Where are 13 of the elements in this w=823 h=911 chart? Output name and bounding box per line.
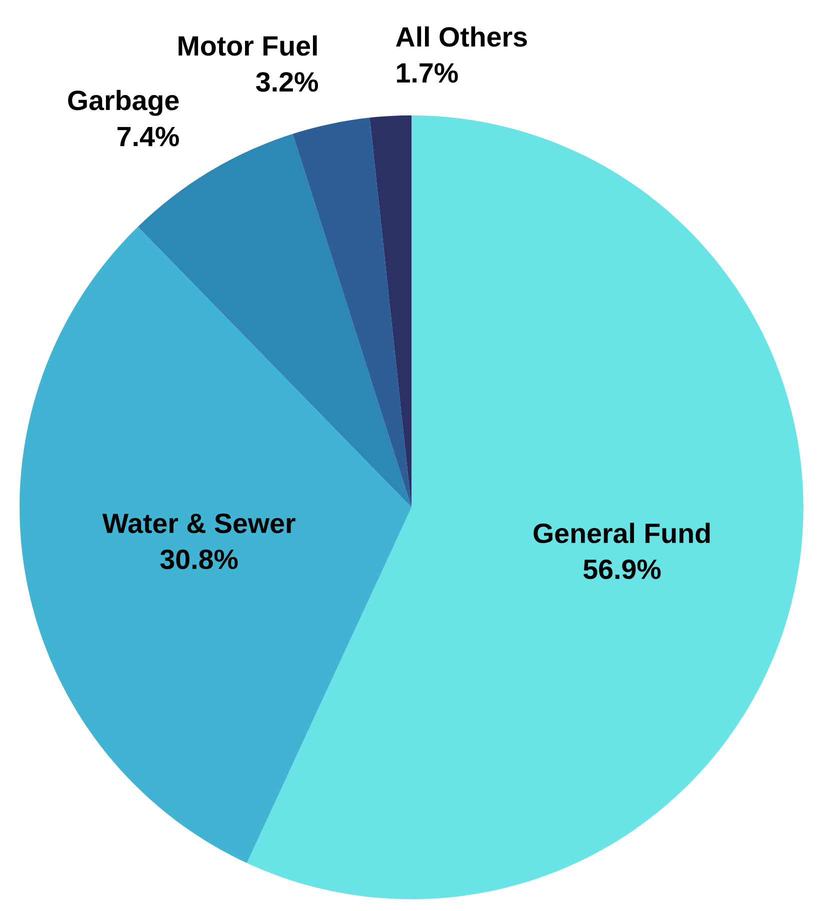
- slice-label: Motor Fuel: [178, 35, 317, 56]
- data-label: 7.4%: [118, 126, 179, 146]
- slice-label: Garbage: [68, 90, 179, 116]
- pie-slice: [20, 226, 412, 863]
- data-label: 30.8%: [160, 549, 238, 570]
- slice-label: All Others: [396, 26, 527, 47]
- data-label: 56.9%: [583, 559, 661, 580]
- slice-label: General Fund: [534, 522, 710, 544]
- data-label: 3.2%: [256, 72, 318, 92]
- slice-label: Water & Sewer: [102, 514, 296, 534]
- pie-slice: [292, 118, 412, 508]
- data-label: 1.7%: [397, 63, 458, 83]
- pie-slice: [370, 115, 412, 508]
